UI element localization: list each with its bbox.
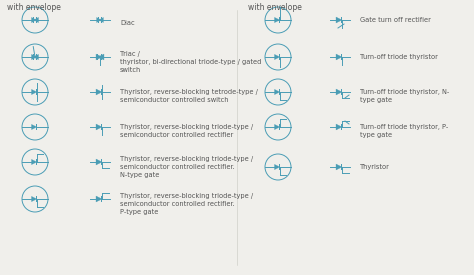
Polygon shape <box>98 54 104 60</box>
Text: with envelope: with envelope <box>7 3 61 12</box>
Polygon shape <box>96 54 102 60</box>
Polygon shape <box>336 54 342 60</box>
Polygon shape <box>31 124 37 130</box>
Polygon shape <box>97 17 101 23</box>
Bar <box>279 89 280 95</box>
Polygon shape <box>96 159 102 165</box>
Polygon shape <box>31 196 37 202</box>
Bar <box>101 89 102 95</box>
Polygon shape <box>31 17 36 23</box>
Polygon shape <box>31 89 37 95</box>
Bar <box>101 124 102 130</box>
Text: Diac: Diac <box>120 20 135 26</box>
Polygon shape <box>96 124 102 130</box>
Bar <box>101 54 102 60</box>
Text: Thyristor, reverse-blocking triode-type /
semiconductor controlled rectifier.
P-: Thyristor, reverse-blocking triode-type … <box>120 193 253 215</box>
Bar <box>279 124 280 130</box>
Bar <box>341 89 343 95</box>
Bar <box>341 124 343 130</box>
Bar <box>98 54 99 60</box>
Bar <box>36 196 37 202</box>
Polygon shape <box>96 89 102 95</box>
Polygon shape <box>336 164 342 170</box>
Bar <box>36 89 37 95</box>
Text: Gate turn off rectifier: Gate turn off rectifier <box>360 17 431 23</box>
Text: Thyristor, reverse-blocking triode-type /
semiconductor controlled rectifier: Thyristor, reverse-blocking triode-type … <box>120 124 253 138</box>
Polygon shape <box>274 124 280 130</box>
Bar <box>101 196 102 202</box>
Polygon shape <box>274 89 280 95</box>
Bar <box>101 159 102 165</box>
Text: Thyristor: Thyristor <box>360 164 390 170</box>
Bar <box>34 17 35 23</box>
Polygon shape <box>31 54 37 60</box>
Polygon shape <box>274 17 280 23</box>
Bar <box>279 54 280 60</box>
Text: Turn-off triode thyristor, P-
type gate: Turn-off triode thyristor, P- type gate <box>360 124 448 138</box>
Bar <box>100 17 101 23</box>
Polygon shape <box>96 196 102 202</box>
Bar <box>279 17 280 23</box>
Bar <box>36 54 37 60</box>
Bar <box>99 17 100 23</box>
Polygon shape <box>336 124 342 130</box>
Bar <box>279 164 280 170</box>
Polygon shape <box>274 54 280 60</box>
Text: Triac /
thyristor, bi-directional triode-type / gated
switch: Triac / thyristor, bi-directional triode… <box>120 51 261 73</box>
Polygon shape <box>336 89 342 95</box>
Polygon shape <box>336 17 342 23</box>
Text: Turn-off triode thyristor: Turn-off triode thyristor <box>360 54 438 60</box>
Polygon shape <box>34 17 38 23</box>
Bar <box>341 54 343 60</box>
Bar <box>341 17 343 23</box>
Bar <box>36 160 37 165</box>
Text: Thyristor, reverse-blocking tetrode-type /
semiconductor controlled switch: Thyristor, reverse-blocking tetrode-type… <box>120 89 258 103</box>
Text: with envelope: with envelope <box>248 3 302 12</box>
Text: Turn-off triode thyristor, N-
type gate: Turn-off triode thyristor, N- type gate <box>360 89 449 103</box>
Polygon shape <box>31 160 37 165</box>
Bar <box>33 54 34 60</box>
Polygon shape <box>33 54 38 60</box>
Polygon shape <box>99 17 103 23</box>
Bar <box>36 124 37 130</box>
Polygon shape <box>274 164 280 170</box>
Text: Thyristor, reverse-blocking triode-type /
semiconductor controlled rectifier.
N-: Thyristor, reverse-blocking triode-type … <box>120 156 253 178</box>
Bar <box>341 164 343 170</box>
